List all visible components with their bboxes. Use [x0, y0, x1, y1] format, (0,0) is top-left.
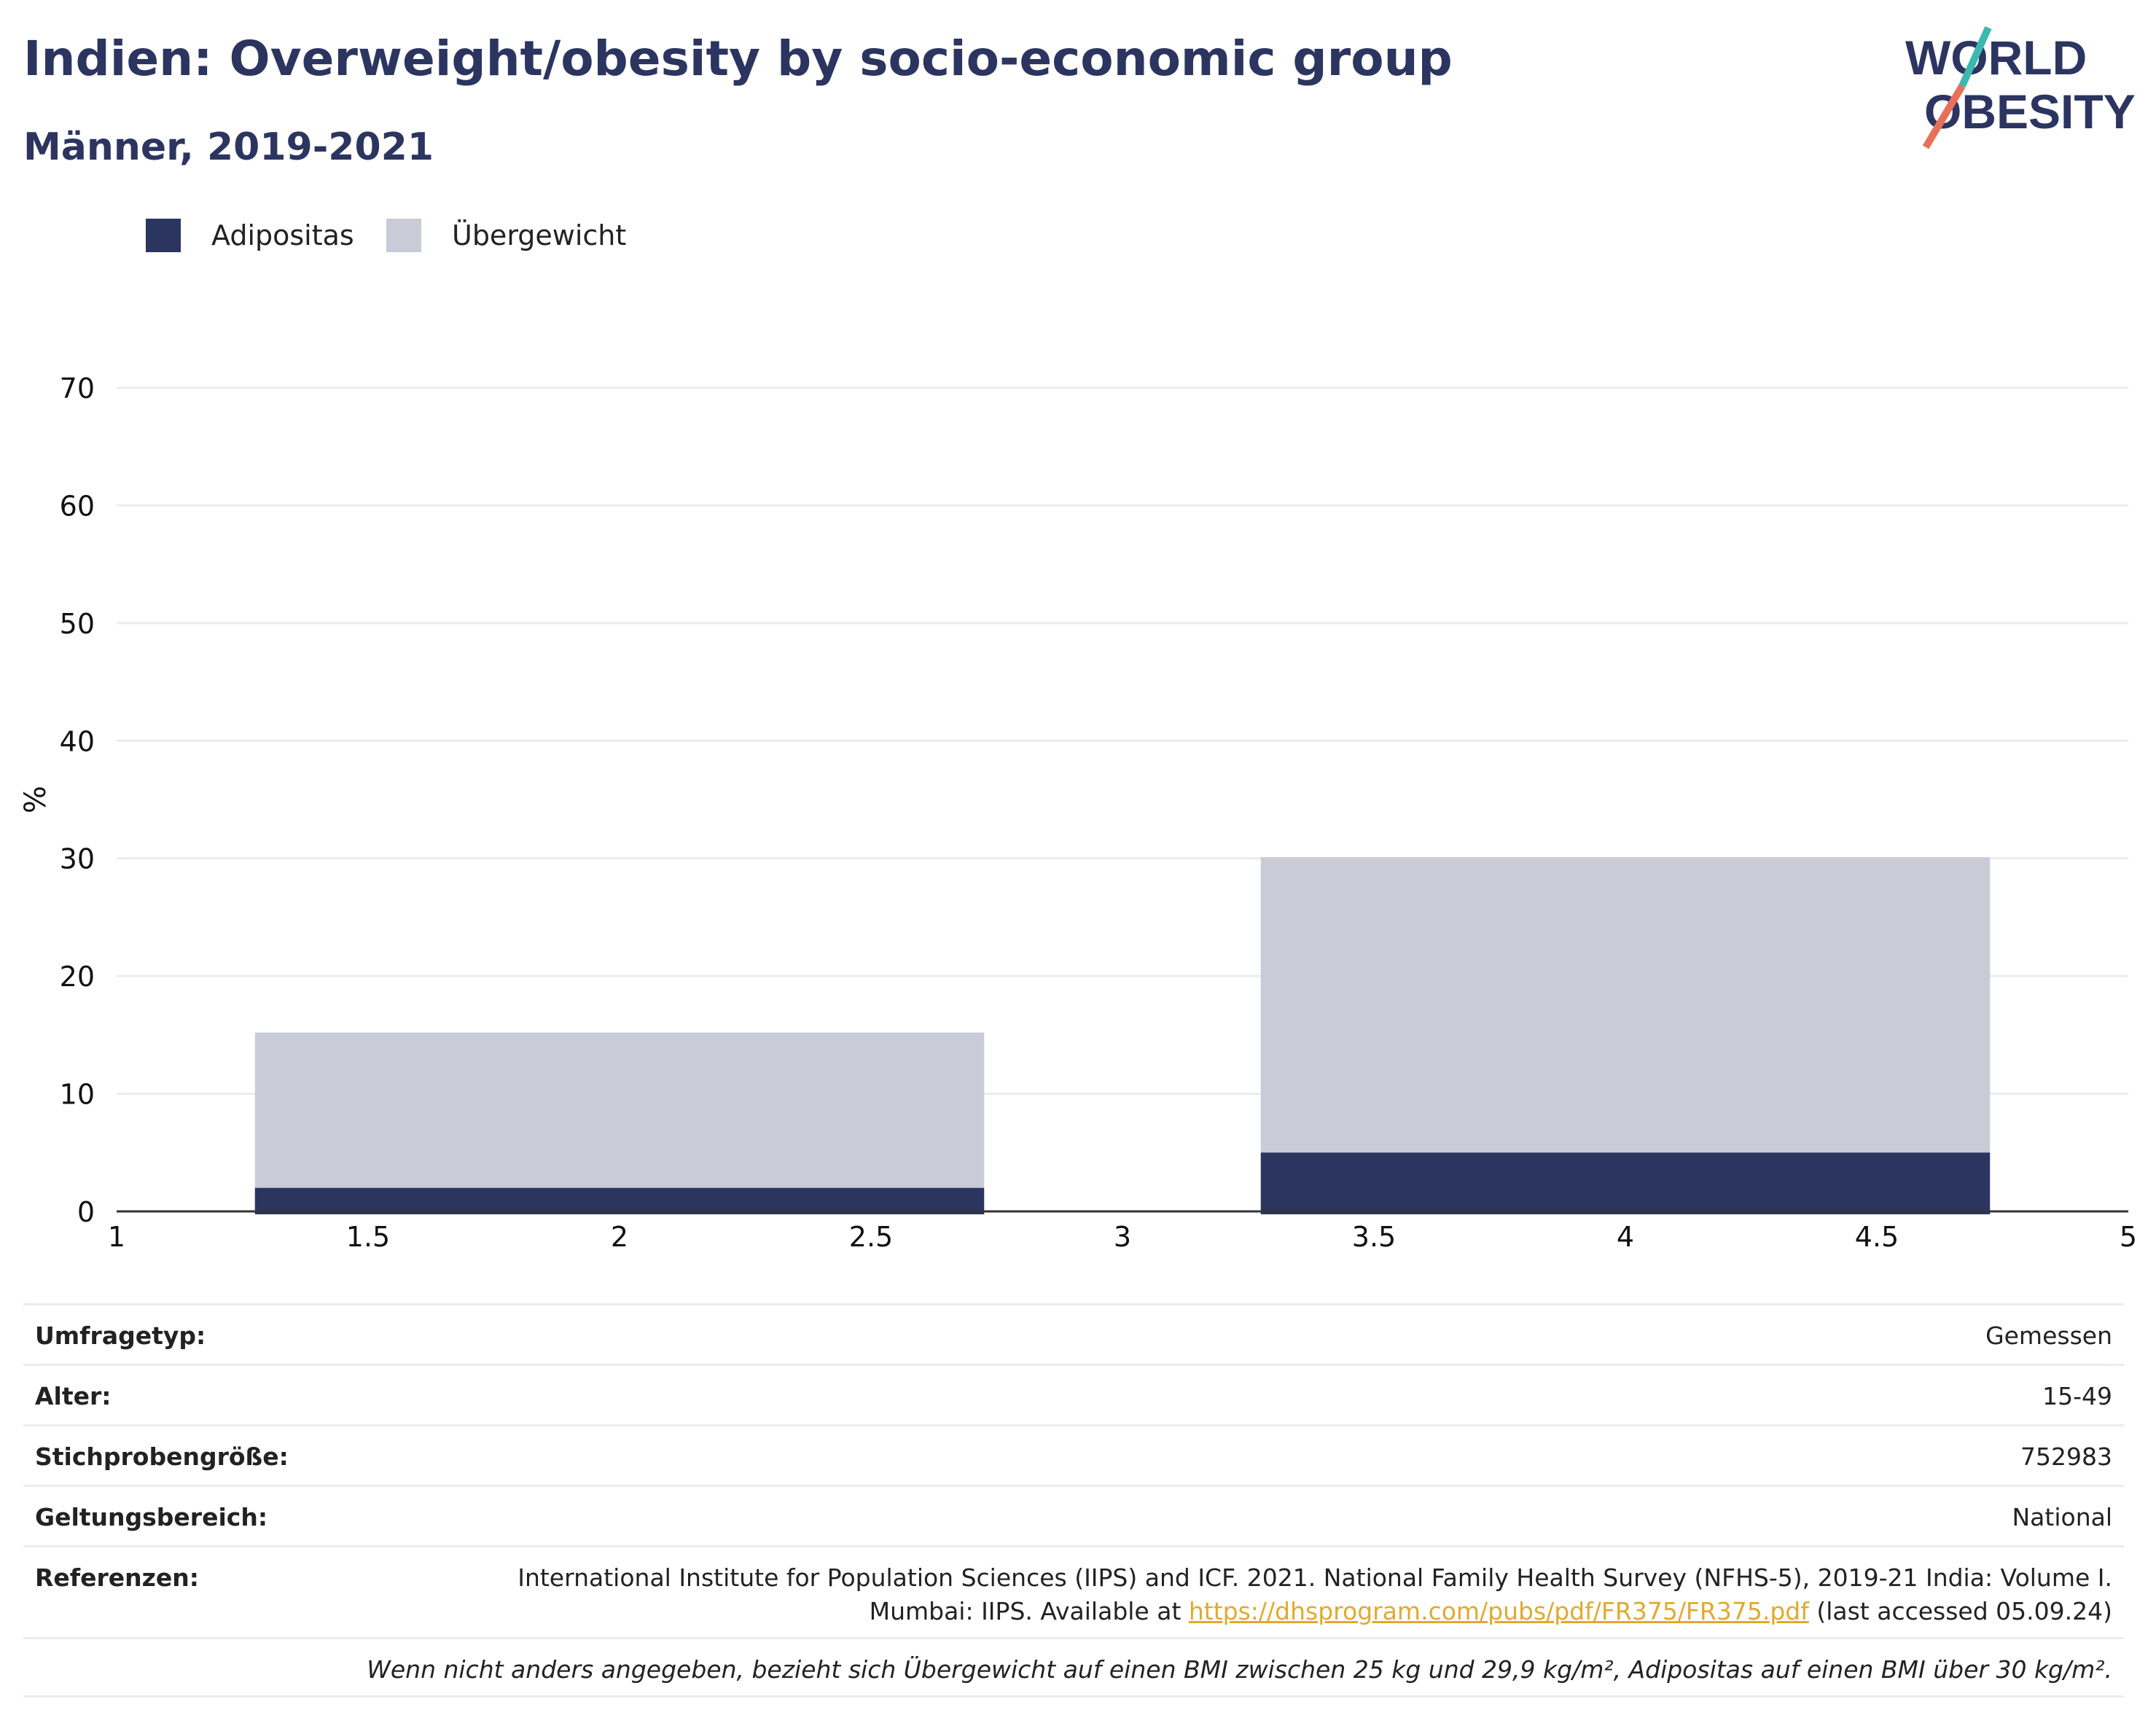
- x-tick-label: 1.5: [346, 1221, 390, 1253]
- info-label: Alter:: [35, 1382, 112, 1410]
- y-tick-label: 30: [60, 843, 95, 875]
- y-tick-label: 50: [60, 608, 95, 640]
- y-tick-label: 40: [60, 725, 95, 757]
- x-tick-label: 1: [108, 1221, 125, 1253]
- footnote: Wenn nicht anders angegeben, bezieht sic…: [367, 1655, 2112, 1684]
- world-obesity-logo: WORLD OBESITY: [1905, 26, 2136, 149]
- info-label: Umfragetyp:: [35, 1321, 206, 1350]
- y-tick-label: 0: [77, 1196, 95, 1228]
- y-axis-label: %: [19, 786, 52, 813]
- reference-prefix: Mumbai: IIPS. Available at: [869, 1597, 1189, 1625]
- bar-adipositas-2[interactable]: [1260, 1152, 1991, 1214]
- info-label: Referenzen:: [35, 1563, 199, 1592]
- info-value: Gemessen: [1985, 1321, 2112, 1350]
- logo-slash-bottom: [1922, 84, 1966, 149]
- info-table: Umfragetyp: Gemessen Alter: 15-49 Stichp…: [23, 1303, 2124, 1698]
- y-tick-label: 10: [60, 1079, 95, 1111]
- logo-line1: WORLD: [1905, 31, 2087, 85]
- legend-label-uebergewicht: Übergewicht: [452, 219, 627, 251]
- bar-chart: 0 10 20 30 40 50 60 70 1 1.5 2 2.5 3 3.5 4 4.5 5 %: [19, 372, 2137, 1253]
- info-row-sample-size: Stichprobengröße: 752983: [23, 1424, 2124, 1485]
- bar-uebergewicht-1[interactable]: [254, 1032, 985, 1188]
- info-label: Geltungsbereich:: [35, 1503, 268, 1531]
- x-tick-label: 2: [611, 1221, 628, 1253]
- info-row-footnote: Wenn nicht anders angegeben, bezieht sic…: [23, 1637, 2124, 1698]
- bar-uebergewicht-2[interactable]: [1260, 857, 1991, 1153]
- y-tick-label: 60: [60, 490, 95, 522]
- chart-title: Indien: Overweight/obesity by socio-econ…: [23, 31, 1453, 87]
- chart-subtitle: Männer, 2019-2021: [23, 125, 434, 169]
- info-row-survey-type: Umfragetyp: Gemessen: [23, 1303, 2124, 1364]
- legend-swatch-adipositas: [146, 219, 181, 252]
- info-row-age: Alter: 15-49: [23, 1364, 2124, 1424]
- x-tick-label: 5: [2120, 1221, 2137, 1253]
- grid-lines: [117, 386, 2128, 1096]
- info-value: National: [2012, 1503, 2112, 1531]
- info-value: 752983: [2020, 1442, 2112, 1471]
- x-tick-label: 4.5: [1855, 1221, 1899, 1253]
- reference-suffix: (last accessed 05.09.24): [1808, 1597, 2112, 1625]
- info-row-references: Referenzen: International Institute for …: [23, 1545, 2124, 1637]
- x-tick-label: 3: [1114, 1221, 1131, 1253]
- axes: 0 10 20 30 40 50 60 70 1 1.5 2 2.5 3 3.5 4 4.5 5: [60, 372, 2137, 1253]
- reference-link[interactable]: https://dhsprogram.com/pubs/pdf/FR375/FR…: [1188, 1597, 1809, 1625]
- logo-slash-top: [1958, 26, 1992, 88]
- info-row-scope: Geltungsbereich: National: [23, 1485, 2124, 1545]
- reference-text-line2: Mumbai: IIPS. Available at https://dhspr…: [870, 1597, 2112, 1625]
- x-tick-label: 3.5: [1352, 1221, 1396, 1253]
- legend-label-adipositas: Adipositas: [211, 219, 354, 251]
- legend-swatch-uebergewicht: [386, 219, 421, 252]
- info-value: 15-49: [2042, 1382, 2112, 1410]
- reference-text-line1: International Institute for Population S…: [517, 1563, 2112, 1592]
- x-tick-label: 2.5: [849, 1221, 893, 1253]
- bars: [254, 857, 1991, 1214]
- y-tick-label: 20: [60, 961, 95, 993]
- y-tick-label: 70: [60, 372, 95, 405]
- x-tick-label: 4: [1617, 1221, 1634, 1253]
- info-label: Stichprobengröße:: [35, 1442, 289, 1471]
- bar-adipositas-1[interactable]: [254, 1187, 985, 1214]
